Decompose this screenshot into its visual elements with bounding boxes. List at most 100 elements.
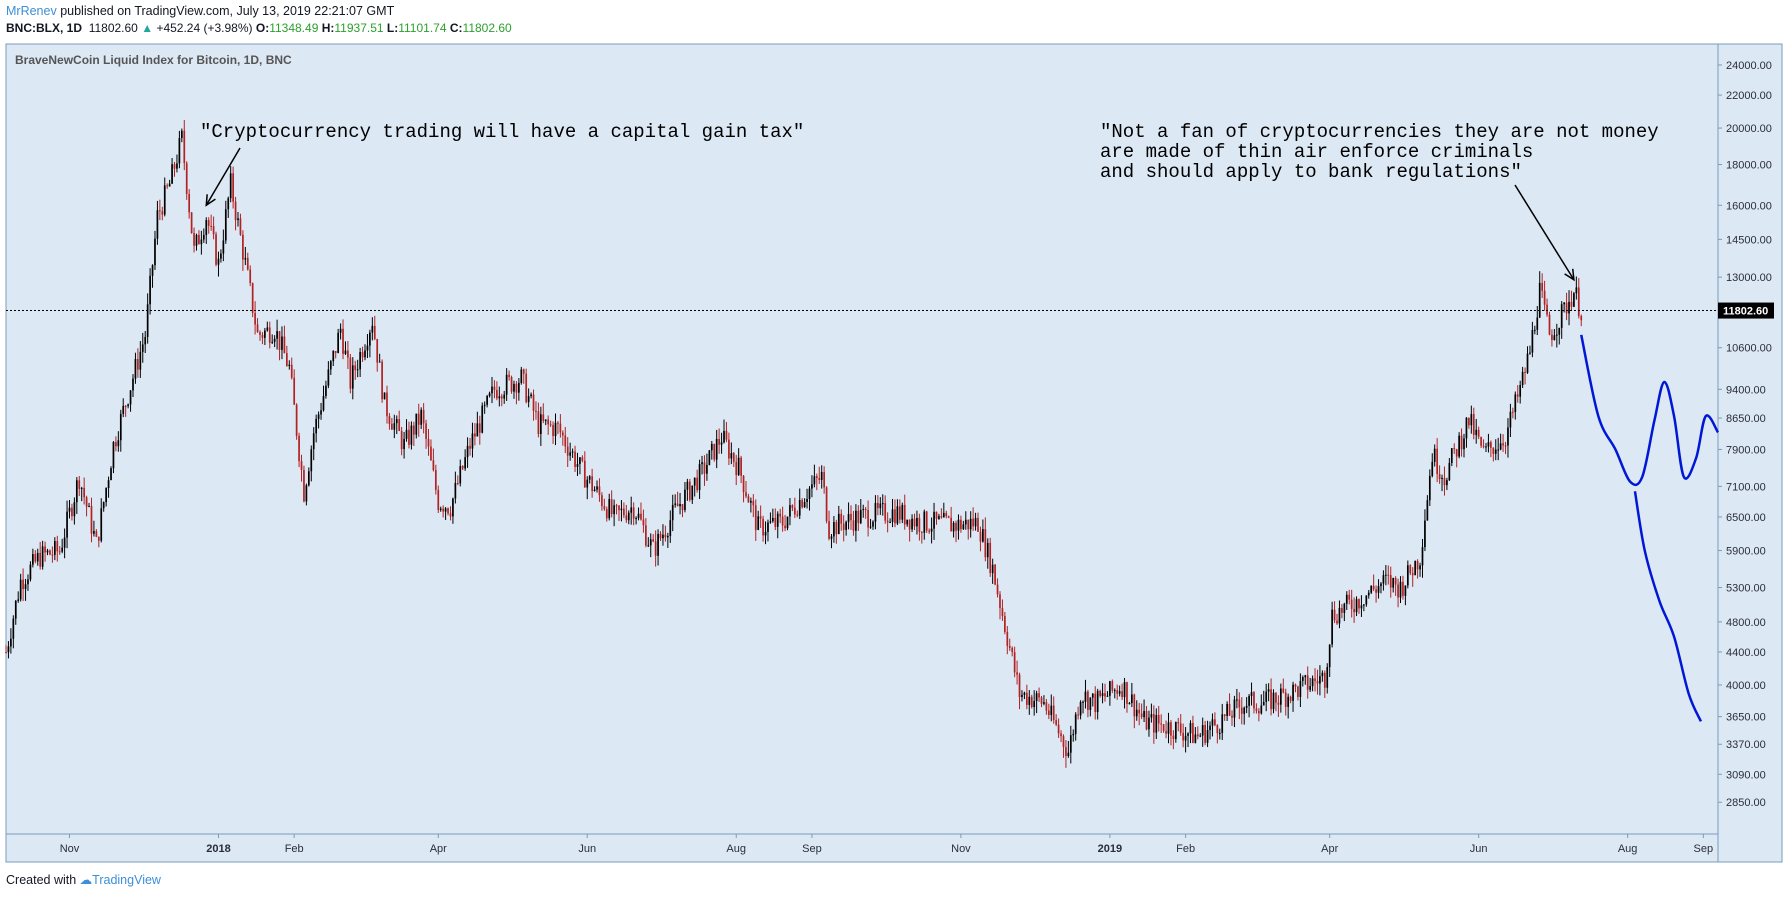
candle-body: [1480, 436, 1482, 446]
y-tick-label: 4800.00: [1726, 617, 1766, 629]
candle-body: [779, 513, 782, 517]
candle-body: [1524, 371, 1526, 373]
candle-body: [996, 584, 999, 595]
candle-body: [1397, 584, 1399, 598]
candle-body: [627, 512, 630, 521]
candle-body: [156, 210, 159, 239]
candle-body: [1319, 676, 1321, 684]
candle-body: [898, 506, 901, 520]
author-link[interactable]: MrRenev: [6, 4, 57, 18]
candle-body: [1067, 752, 1070, 757]
candle-body: [767, 522, 769, 532]
candle-body: [664, 534, 667, 538]
candle-body: [1023, 692, 1026, 695]
candle-body: [830, 536, 833, 539]
candle-body: [666, 535, 669, 538]
candle-body: [1333, 609, 1336, 621]
candle-body: [1553, 335, 1556, 341]
x-tick-label: Apr: [430, 843, 447, 855]
candle-body: [395, 419, 398, 424]
candle-body: [1443, 477, 1446, 486]
candle-body: [361, 352, 364, 358]
candle-body: [527, 396, 530, 403]
candle-body: [1231, 715, 1233, 718]
candle-body: [518, 382, 520, 393]
candle-body: [246, 257, 249, 270]
candle-body: [1570, 301, 1573, 307]
candle-body: [163, 185, 166, 215]
x-tick-label: Nov: [951, 843, 971, 855]
candle-body: [1426, 500, 1429, 521]
candle-body: [315, 418, 318, 434]
candle-body: [461, 465, 464, 469]
price-axis[interactable]: [1717, 43, 1783, 863]
candle-body: [969, 518, 972, 530]
ohlc-line: BNC:BLX, 1D 11802.60 ▲ +452.24 (+3.98%) …: [6, 20, 512, 37]
candle-body: [75, 480, 78, 503]
candle-body: [1431, 461, 1434, 476]
candle-body: [85, 497, 88, 507]
candle-body: [513, 383, 515, 392]
candle-body: [735, 461, 738, 476]
candle-body: [466, 445, 469, 458]
candle-body: [68, 507, 71, 512]
candle-body: [1148, 717, 1150, 730]
candle-body: [1458, 435, 1460, 457]
candle-body: [144, 336, 147, 345]
candle-body: [447, 508, 449, 514]
candle-body: [1382, 575, 1385, 584]
x-tick-label: Aug: [726, 843, 746, 855]
candle-body: [12, 618, 15, 639]
candle-body: [312, 433, 315, 450]
candle-body: [1548, 314, 1551, 335]
candle-body: [1375, 589, 1377, 593]
candle-body: [547, 419, 550, 425]
candle-body: [1294, 684, 1297, 687]
candle-body: [19, 579, 22, 600]
candle-body: [88, 506, 90, 508]
candle-body: [1138, 709, 1141, 714]
candle-body: [498, 396, 501, 399]
candle-body: [97, 536, 100, 541]
y-tick-label: 9400.00: [1726, 384, 1766, 396]
plot-area[interactable]: [5, 43, 1719, 835]
candle-body: [1533, 329, 1536, 331]
tradingview-link[interactable]: TradingView: [92, 873, 161, 887]
candle-body: [317, 414, 320, 419]
candle-body: [159, 210, 161, 212]
candle-body: [288, 364, 291, 367]
tradingview-logo-icon[interactable]: ☁: [79, 873, 93, 887]
candle-body: [1162, 724, 1165, 731]
candle-body: [1157, 714, 1160, 724]
y-tick-label: 14500.00: [1726, 234, 1772, 246]
close-value: 11802.60: [462, 21, 512, 35]
candle-body: [271, 341, 274, 343]
candle-body: [1258, 710, 1260, 714]
candle-body: [1487, 442, 1490, 447]
candle-body: [1128, 703, 1131, 705]
candle-body: [1289, 696, 1292, 701]
candle-body: [1087, 691, 1089, 710]
candle-body: [1143, 711, 1145, 718]
candle-body: [972, 518, 974, 527]
candle-body: [994, 564, 996, 585]
candle-body: [1314, 678, 1316, 681]
candle-body: [1336, 620, 1338, 624]
x-tick-label: Nov: [60, 843, 80, 855]
candle-body: [1409, 565, 1412, 574]
candle-body: [708, 450, 711, 465]
candle-body: [1463, 438, 1465, 450]
candle-body: [27, 579, 29, 585]
candle-body: [141, 344, 144, 352]
candle-body: [881, 503, 884, 505]
candle-body: [1358, 599, 1360, 609]
candle-body: [1279, 688, 1282, 705]
candle-body: [837, 513, 840, 535]
time-axis[interactable]: [5, 833, 1719, 863]
candle-body: [112, 442, 115, 469]
candle-body: [325, 385, 327, 396]
candle-body: [947, 516, 950, 518]
candle-body: [1101, 693, 1104, 697]
candle-body: [1370, 585, 1373, 593]
